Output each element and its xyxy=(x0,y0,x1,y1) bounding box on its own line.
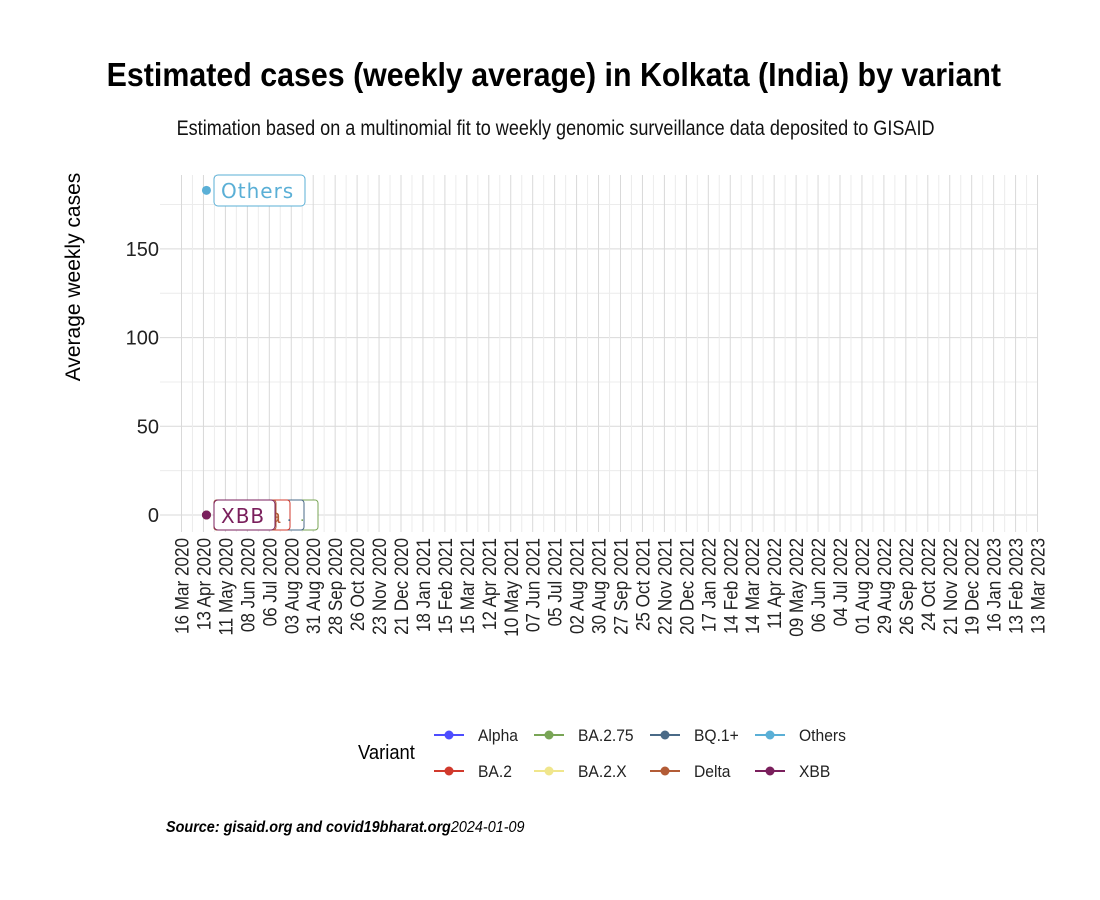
x-tick-label: 11 May 2020 xyxy=(216,538,237,636)
chart-title: Estimated cases (weekly average) in Kolk… xyxy=(106,56,1001,93)
legend-label: BA.2.75 xyxy=(578,726,634,745)
legend-key-point xyxy=(660,766,670,776)
partial-label: . xyxy=(300,508,304,525)
x-tick-label: 19 Dec 2022 xyxy=(962,538,983,635)
x-tick-label: 14 Mar 2022 xyxy=(742,538,763,634)
chart-subtitle: Estimation based on a multinomial fit to… xyxy=(176,117,935,140)
legend-item-ba-2-x: BA.2.X xyxy=(534,762,627,781)
x-tick-label: 18 Jan 2021 xyxy=(413,538,434,632)
legend-key-point xyxy=(544,730,554,740)
x-tick-label: 31 Aug 2020 xyxy=(303,538,324,634)
y-axis-label: Average weekly cases xyxy=(62,173,85,382)
x-tick-label: 09 May 2022 xyxy=(786,538,807,637)
x-tick-label: 04 Jul 2022 xyxy=(830,538,851,626)
legend-key-point xyxy=(765,766,775,776)
label-box xyxy=(213,499,276,531)
legend-label: Alpha xyxy=(478,726,519,745)
x-tick-label: 01 Aug 2022 xyxy=(852,538,873,634)
grid xyxy=(160,175,1039,532)
y-tick-label: 0 xyxy=(148,505,159,527)
y-tick-label: 50 xyxy=(137,416,159,438)
x-tick-label: 16 Mar 2020 xyxy=(172,538,193,634)
legend-item-ba-2-75: BA.2.75 xyxy=(534,726,634,745)
x-tick-label: 06 Jun 2022 xyxy=(808,538,829,632)
legend-key-point xyxy=(660,730,670,740)
x-tick-label: 24 Oct 2022 xyxy=(918,538,939,631)
legend-label: Delta xyxy=(694,762,731,781)
x-tick-label: 16 Jan 2023 xyxy=(984,538,1005,632)
x-tick-label: 15 Mar 2021 xyxy=(457,538,478,634)
legend-title: Variant xyxy=(358,742,416,764)
legend-key-point xyxy=(765,730,775,740)
caption: Source: gisaid.org and covid19bharat.org… xyxy=(166,819,525,837)
legend-item-bq-1-: BQ.1+ xyxy=(650,726,739,745)
y-tick-label: 100 xyxy=(126,328,159,350)
legend-item-delta: Delta xyxy=(650,762,731,781)
x-tick-label: 13 Feb 2023 xyxy=(1006,538,1027,634)
point-others xyxy=(201,185,211,195)
x-tick-label: 23 Nov 2020 xyxy=(369,538,390,635)
legend-item-xbb: XBB xyxy=(755,762,830,781)
x-tick-label: 03 Aug 2020 xyxy=(281,538,302,634)
legend-key-point xyxy=(544,766,554,776)
legend-key-point xyxy=(444,730,454,740)
others-end-label: Others xyxy=(221,179,294,203)
x-tick-label: 22 Nov 2021 xyxy=(655,538,676,635)
label-box xyxy=(213,174,306,207)
x-tick-label: 21 Dec 2020 xyxy=(391,538,412,635)
x-tick-label: 25 Oct 2021 xyxy=(633,538,654,631)
legend-item-alpha: Alpha xyxy=(434,726,519,745)
x-tick-label: 11 Apr 2022 xyxy=(764,538,785,629)
x-tick-label: 07 Jun 2021 xyxy=(523,538,544,632)
x-tick-label: 29 Aug 2022 xyxy=(874,538,895,634)
x-tick-label: 14 Feb 2022 xyxy=(720,538,741,634)
xbb-end-label: XBB xyxy=(221,504,265,528)
x-tick-label: 21 Nov 2022 xyxy=(940,538,961,635)
x-tick-label: 13 Mar 2023 xyxy=(1028,538,1049,634)
x-tick-label: 26 Sep 2022 xyxy=(896,538,917,635)
legend-item-ba-2: BA.2 xyxy=(434,762,512,781)
x-tick-label: 20 Dec 2021 xyxy=(677,538,698,635)
legend-label: Others xyxy=(799,726,846,745)
x-tick-label: 26 Oct 2020 xyxy=(347,538,368,631)
caption-source: Source: gisaid.org and covid19bharat.org xyxy=(166,819,451,836)
legend-label: XBB xyxy=(799,762,830,781)
partial-label: . xyxy=(287,508,291,525)
y-tick-label: 150 xyxy=(126,239,159,261)
x-tick-label: 17 Jan 2022 xyxy=(698,538,719,632)
y-tick-labels: 0 50 100 150 xyxy=(126,239,159,527)
legend-label: BQ.1+ xyxy=(694,726,739,745)
x-tick-label: 05 Jul 2021 xyxy=(545,538,566,626)
legend-label: BA.2.X xyxy=(578,762,627,781)
legend: Variant Alpha BA.2 BA.2.75 BA.2.X BQ.1+ Delta O… xyxy=(358,726,846,781)
x-tick-labels: 16 Mar 2020 13 Apr 2020 11 May 2020 08 Jun … xyxy=(172,538,1049,637)
x-tick-label: 15 Feb 2021 xyxy=(435,538,456,634)
point-xbb xyxy=(201,510,211,520)
x-tick-label: 08 Jun 2020 xyxy=(238,538,259,632)
caption-date: 2024-01-09 xyxy=(450,819,525,836)
data-points xyxy=(201,185,211,520)
legend-key-point xyxy=(444,766,454,776)
x-tick-label: 12 Apr 2021 xyxy=(479,538,500,630)
x-tick-label: 27 Sep 2021 xyxy=(611,538,632,635)
x-tick-label: 10 May 2021 xyxy=(501,538,522,637)
x-tick-label: 06 Jul 2020 xyxy=(259,538,280,626)
legend-label: BA.2 xyxy=(478,762,512,781)
x-tick-label: 13 Apr 2020 xyxy=(194,538,215,630)
x-tick-label: 28 Sep 2020 xyxy=(325,538,346,635)
x-tick-label: 30 Aug 2021 xyxy=(589,538,610,634)
legend-item-others: Others xyxy=(755,726,846,745)
x-tick-label: 02 Aug 2021 xyxy=(567,538,588,634)
